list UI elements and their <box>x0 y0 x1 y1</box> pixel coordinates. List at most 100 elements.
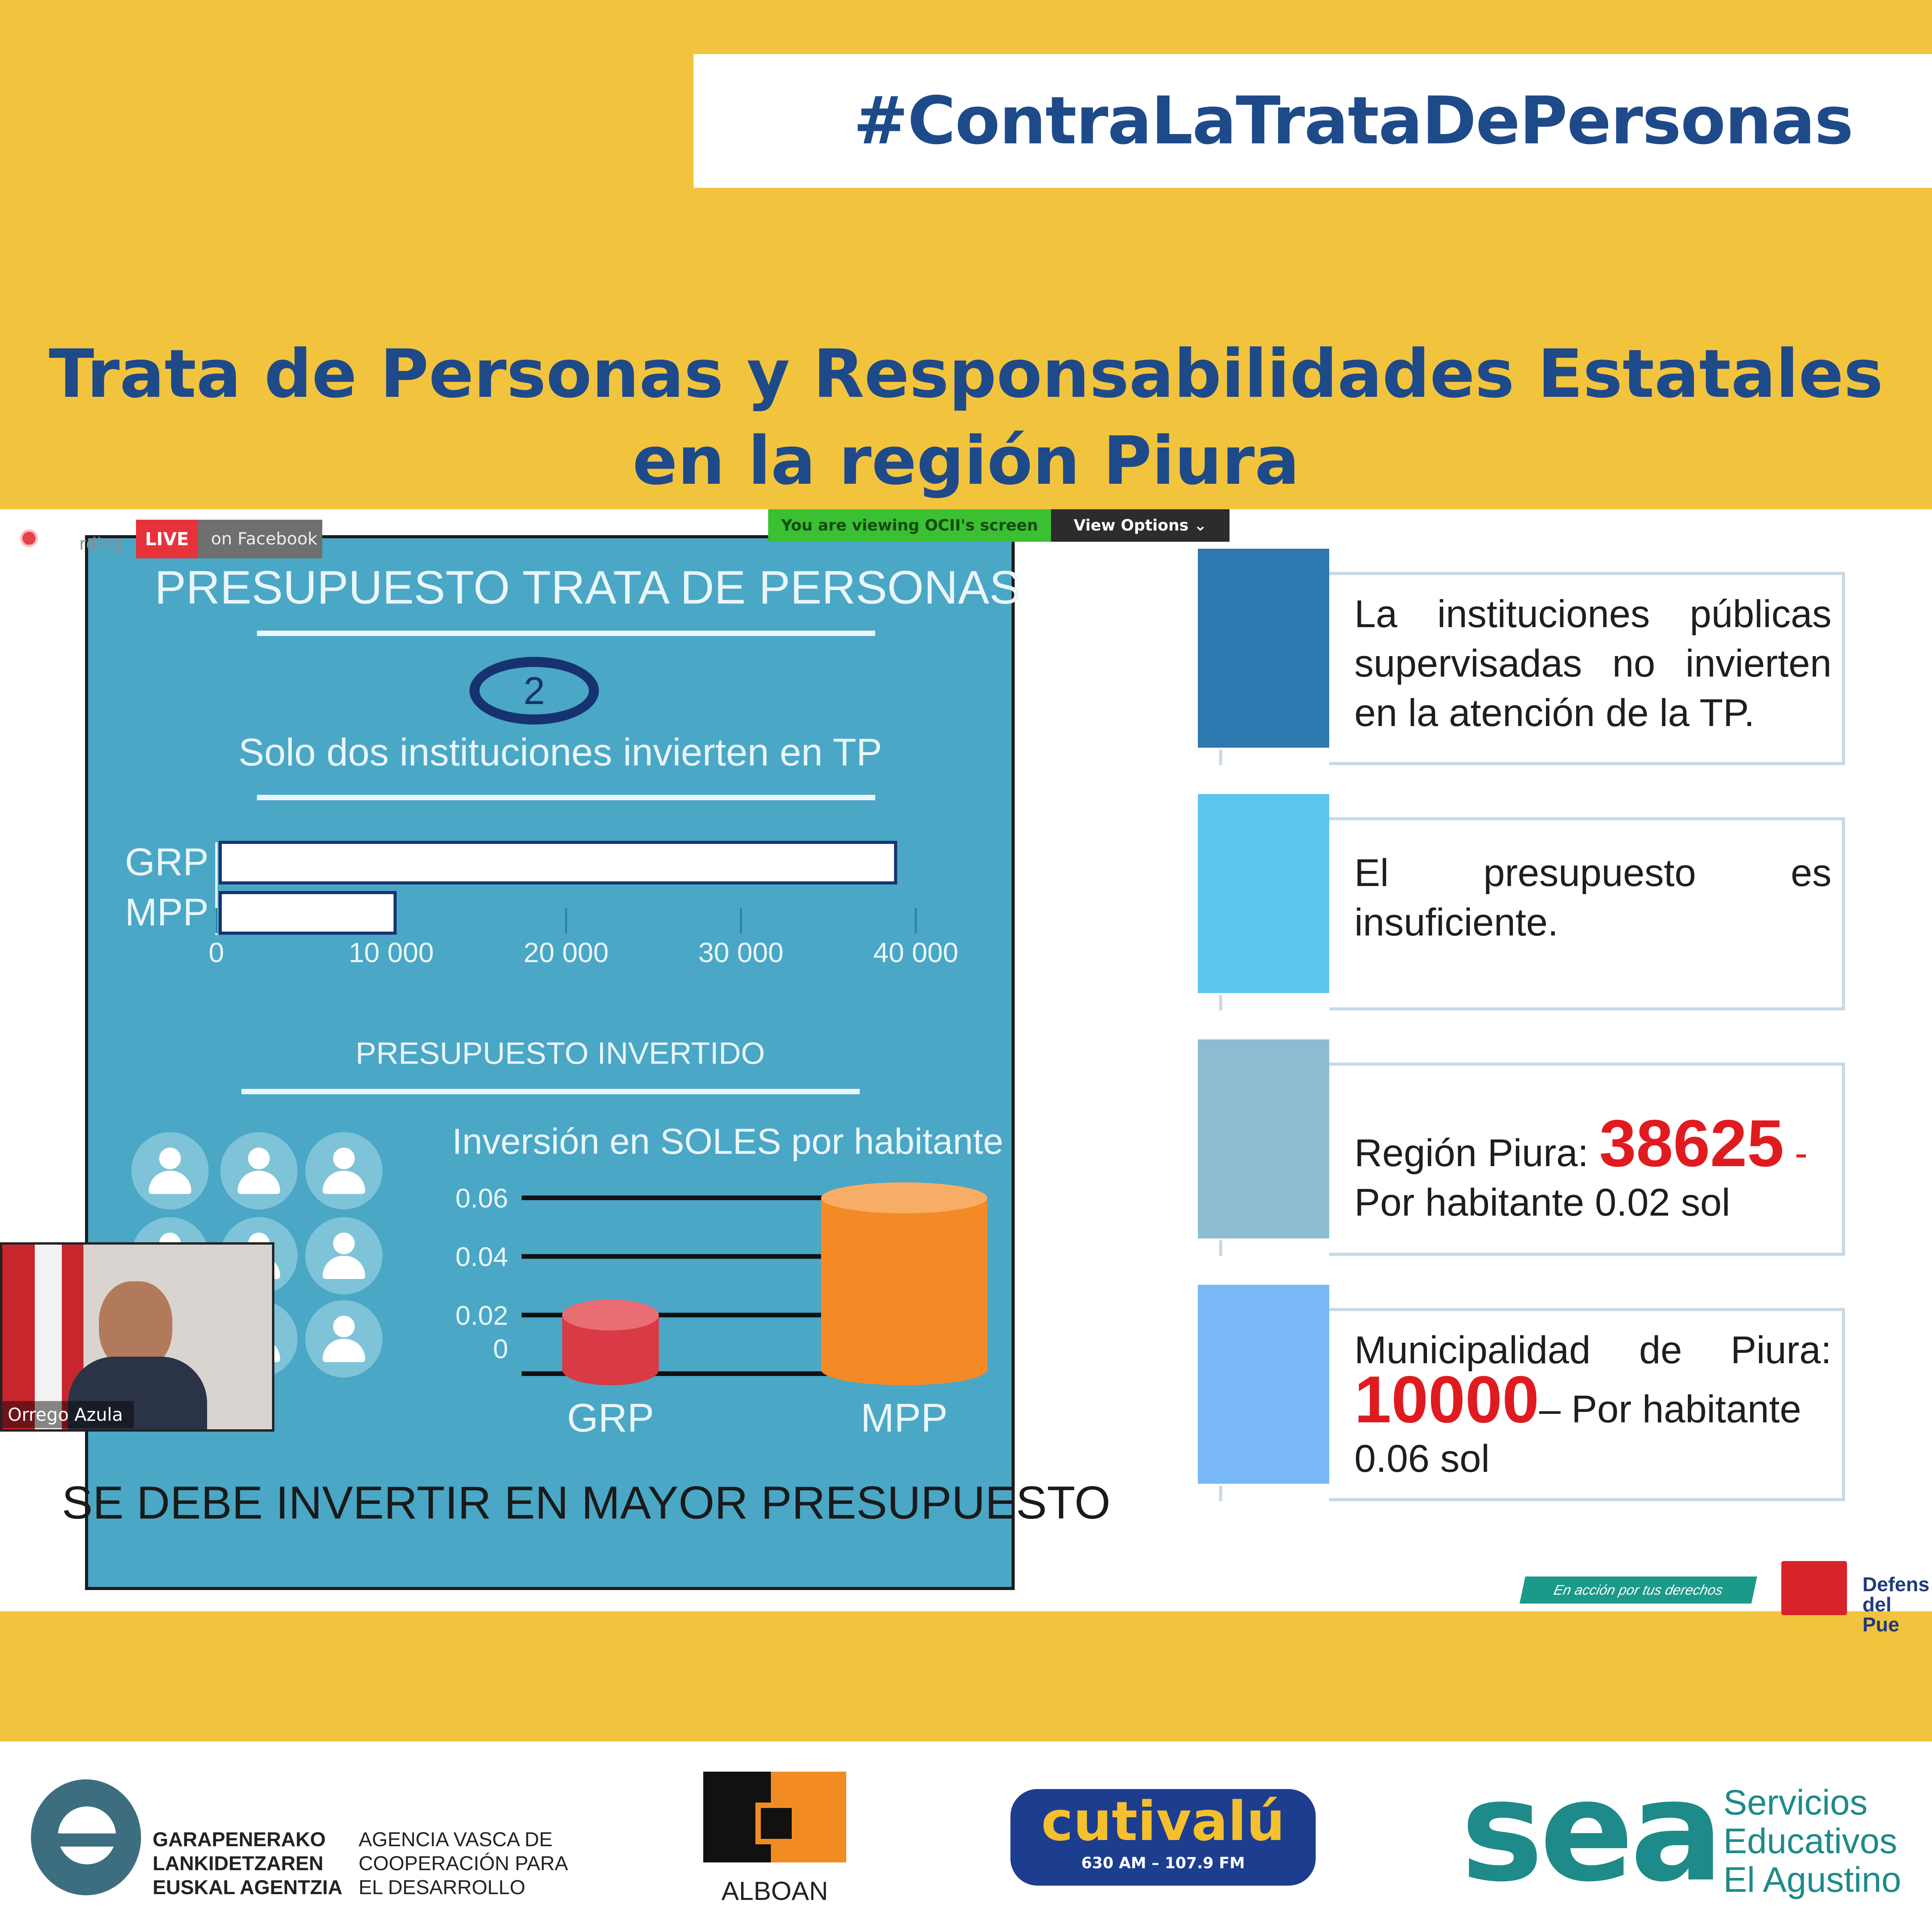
viewing-screen-banner: You are viewing OCII's screen <box>768 509 1051 542</box>
speaker-video-tile[interactable]: Orrego Azula <box>0 1242 274 1432</box>
defensoria-logo-icon <box>1781 1561 1847 1615</box>
card-bottom-rule <box>1219 995 1222 1010</box>
alboan-logo-icon <box>703 1772 846 1862</box>
x-category-label: MPP <box>861 1396 947 1440</box>
info-card <box>1329 1063 1845 1256</box>
logo-bar <box>54 1833 131 1847</box>
info-card <box>1329 1308 1845 1501</box>
speaker-head <box>99 1281 172 1370</box>
logo1-line3: EUSKAL AGENTZIA <box>153 1876 343 1899</box>
recording-label: rding <box>79 534 123 554</box>
cutivalu-frequency: 630 AM – 107.9 FM <box>1081 1854 1245 1872</box>
y-tick-label: 0.04 <box>456 1242 508 1272</box>
card-line2: 0.06 sol <box>1354 1437 1490 1480</box>
card-text: La instituciones públicas supervisadas n… <box>1354 592 1832 735</box>
bar-grp <box>219 841 897 884</box>
hashtag-banner: #ContraLaTrataDePersonas <box>694 54 1932 188</box>
cylinder-top <box>821 1182 987 1213</box>
section-title: PRESUPUESTO INVERTIDO <box>355 1036 765 1070</box>
speaker-name: Orrego Azula <box>2 1401 134 1428</box>
live-badge[interactable]: LIVE <box>136 520 198 558</box>
x-tick-label: 0 <box>209 937 224 968</box>
card-text: Municipalidad de Piura: 10000– Por habita… <box>1354 1325 1832 1483</box>
card-color-swatch <box>1198 794 1329 993</box>
title-line-2: en la región Piura <box>632 422 1300 500</box>
card-text: Región Piura: 38625 - Por habitante 0.02 … <box>1354 1080 1832 1227</box>
euskal-agentzia-name: GARAPENERAKO LANKIDETZAREN EUSKAL AGENTZ… <box>153 1828 342 1900</box>
hashtag-text: #ContraLaTrataDePersonas <box>853 83 1854 159</box>
x-tick-label: 30 000 <box>698 937 783 968</box>
agencia-vasca-name: AGENCIA VASCA DE COOPERACIÓN PARA EL DES… <box>359 1828 568 1900</box>
card-bottom-rule <box>1219 1240 1222 1256</box>
sea-line1: Servicios <box>1723 1783 1868 1822</box>
y-tick-label: 0.06 <box>456 1183 508 1213</box>
cutivalu-logo: cutivalú 630 AM – 107.9 FM <box>1010 1789 1316 1886</box>
card-bottom-rule <box>1219 1486 1222 1501</box>
bar-mpp <box>219 891 397 935</box>
slide-title: PRESUPUESTO TRATA DE PERSONAS <box>155 561 1021 614</box>
cylinder-bottom <box>821 1354 987 1385</box>
info-card <box>1329 817 1845 1010</box>
sea-line2: Educativos <box>1723 1821 1898 1861</box>
person-icon <box>220 1132 298 1209</box>
card-prefix: Región Piura: <box>1354 1131 1599 1175</box>
logo1-es-line1: AGENCIA VASCA DE <box>359 1828 553 1851</box>
slide-divider <box>257 631 875 636</box>
person-icon <box>305 1217 383 1294</box>
euskal-agentzia-logo-icon <box>31 1779 141 1895</box>
alboan-square <box>755 1803 797 1844</box>
x-tick-label: 20 000 <box>524 937 609 968</box>
alboan-name: ALBOAN <box>721 1876 828 1906</box>
logo1-line2: LANKIDETZAREN <box>153 1852 323 1875</box>
cylinder-top <box>562 1299 659 1331</box>
slide-divider-2 <box>257 795 875 800</box>
speaker-body <box>68 1357 207 1429</box>
card-prefix: Municipalidad de Piura: <box>1354 1328 1832 1372</box>
card-suffix: - <box>1784 1131 1808 1175</box>
card-text: El presupuesto es insuficiente. <box>1354 851 1832 944</box>
slide-divider-3 <box>242 1089 860 1094</box>
x-tick-label: 10 000 <box>349 937 434 968</box>
cylinder-bottom <box>562 1354 659 1385</box>
y-tick-label: 0 <box>493 1334 508 1364</box>
title-line-1: Trata de Personas y Responsabilidades Es… <box>49 335 1883 413</box>
card-bottom-rule <box>1219 750 1222 765</box>
y-tick-label: 0.02 <box>456 1300 508 1330</box>
cylinder-mpp <box>821 1182 987 1385</box>
defensoria-name: Defens del Pue <box>1862 1575 1930 1635</box>
cylinder-body <box>821 1198 987 1370</box>
slide-footer-text: SE DEBE INVERTIR EN MAYOR PRESUPUESTO <box>62 1477 1111 1529</box>
card-highlight-number: 38625 <box>1599 1106 1784 1180</box>
logo1-es-line3: EL DESARROLLO <box>359 1876 526 1899</box>
card-highlight-number: 10000 <box>1354 1362 1539 1437</box>
sea-line3: El Agustino <box>1723 1860 1901 1900</box>
card-color-swatch <box>1198 1285 1329 1484</box>
bar-category-label: MPP <box>125 891 209 934</box>
chart2-title: Inversión en SOLES por habitante <box>452 1121 1003 1162</box>
person-icon <box>305 1300 383 1378</box>
sponsor-footer <box>0 1742 1932 1932</box>
logo1-es-line2: COOPERACIÓN PARA <box>359 1852 568 1875</box>
bar-category-label: GRP <box>125 840 209 884</box>
cylinder-bar-chart: 0 0.02 0.04 0.06 GRP MPP <box>456 1182 987 1440</box>
x-tick-label: 40 000 <box>873 937 958 968</box>
page-title: Trata de Personas y Responsabilidades Es… <box>0 330 1932 504</box>
cutivalu-name: cutivalú <box>1041 1790 1285 1853</box>
live-on-facebook-label: on Facebook <box>198 520 322 558</box>
sea-name: Servicios Educativos El Agustino <box>1723 1783 1901 1899</box>
horizontal-bar-chart: 0 10 000 20 000 30 000 40 000 GRP MPP <box>125 840 958 968</box>
logo1-line1: GARAPENERAKO <box>153 1828 326 1851</box>
recording-icon <box>20 529 38 547</box>
card-suffix: – Por habitante <box>1539 1388 1801 1431</box>
view-options-button[interactable]: View Options ⌄ <box>1051 509 1230 542</box>
info-card <box>1329 572 1845 765</box>
x-category-label: GRP <box>567 1396 654 1440</box>
card-color-swatch <box>1198 1039 1329 1238</box>
defensoria-tagline: En acción por tus derechos <box>1519 1577 1757 1604</box>
sea-logo-mark: sea <box>1461 1750 1724 1912</box>
number-badge: 2 <box>469 657 599 724</box>
person-icon <box>131 1132 209 1209</box>
person-icon <box>305 1132 383 1209</box>
cylinder-grp <box>562 1299 659 1385</box>
card-line2: Por habitante 0.02 sol <box>1354 1181 1730 1224</box>
